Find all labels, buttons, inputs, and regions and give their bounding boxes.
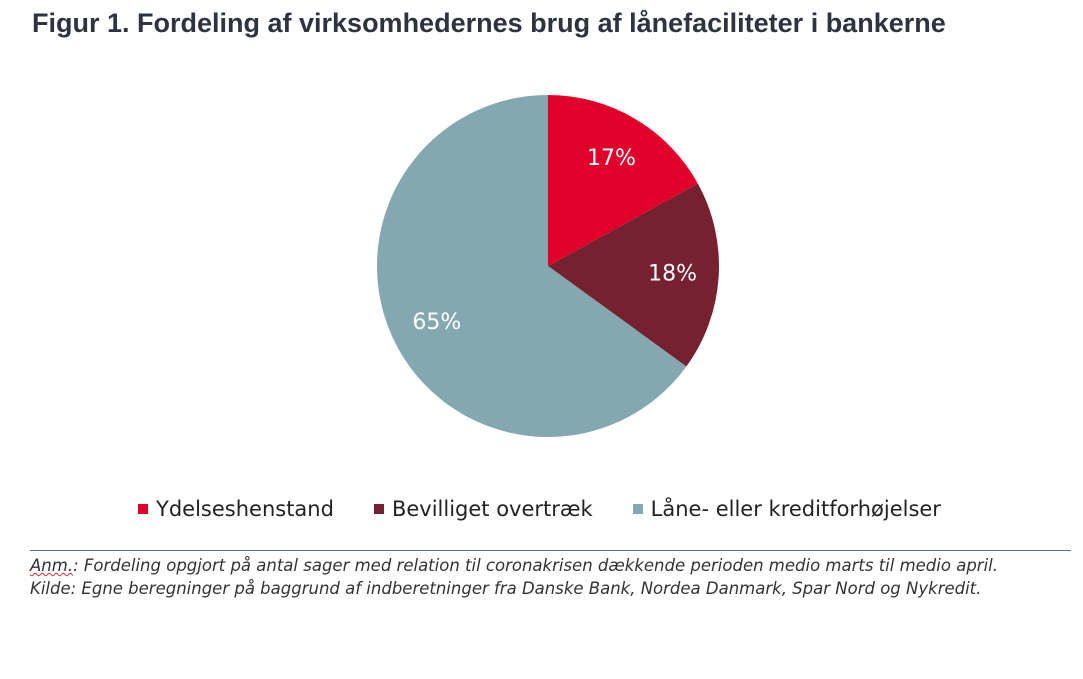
slice-data-label: 18% (648, 261, 697, 286)
pie-slice-3 (376, 95, 687, 437)
pie-slices (376, 95, 719, 437)
note-anm-text: : Fordeling opgjort på antal sager med r… (73, 556, 998, 575)
pie-slice-1 (548, 95, 698, 266)
chart-title: Figur 1. Fordeling af virksomhedernes br… (32, 8, 946, 38)
chart-notes: Anm.: Fordeling opgjort på antal sager m… (30, 554, 1060, 600)
slice-data-label: 17% (587, 146, 636, 171)
legend-swatch (138, 504, 148, 514)
legend-label: Ydelseshenstand (156, 497, 334, 521)
pie-slice-2 (548, 183, 719, 367)
note-kilde: Kilde: Egne beregninger på baggrund af i… (30, 579, 982, 598)
pie-labels: 17% 18% 65% (412, 146, 697, 335)
legend-item-laane-kreditforhoejelser: Låne- eller kreditforhøjelser (632, 497, 941, 521)
slice-data-label: 65% (412, 310, 461, 335)
legend-label: Låne- eller kreditforhøjelser (650, 497, 941, 521)
legend-item-ydelseshenstand: Ydelseshenstand (138, 497, 334, 521)
note-anm: Anm.: Fordeling opgjort på antal sager m… (30, 554, 1060, 577)
note-anm-prefix: Anm. (30, 556, 74, 575)
legend-label: Bevilliget overtræk (391, 497, 593, 521)
notes-divider (30, 550, 1071, 551)
legend-swatch (373, 504, 384, 514)
legend: Ydelseshenstand Bevilliget overtræk Låne… (138, 497, 981, 521)
legend-item-bevilliget-overtraek: Bevilliget overtræk (373, 497, 593, 521)
legend-swatch (632, 504, 643, 514)
